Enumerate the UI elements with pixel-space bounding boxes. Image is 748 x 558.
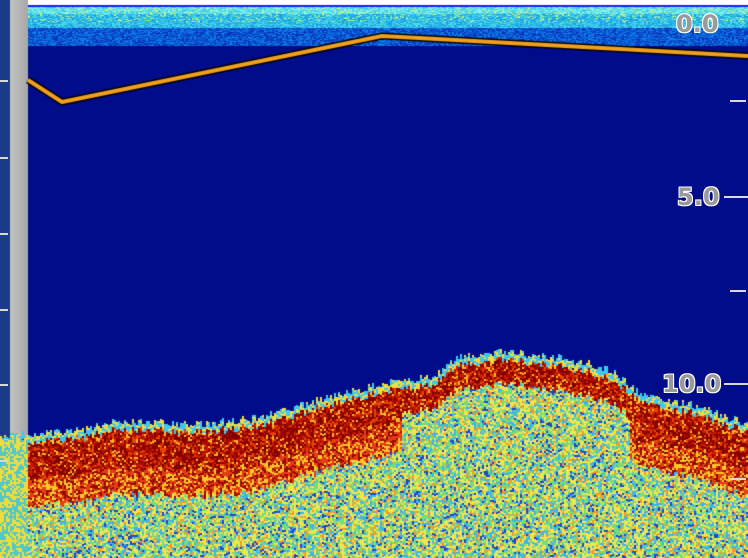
left-tick (0, 80, 8, 82)
depth-tick (730, 100, 746, 102)
depth-label-10: 10.0 (662, 370, 722, 398)
left-tick (0, 157, 8, 159)
left-tick (0, 309, 8, 311)
depth-label-5: 5.0 (677, 183, 720, 211)
left-tick (0, 233, 8, 235)
depth-tick (730, 290, 746, 292)
depth-tick (730, 478, 746, 480)
left-tick (0, 384, 8, 386)
depth-tick (724, 383, 748, 385)
depth-label-0: 0.0 (676, 10, 719, 38)
left-tick (0, 460, 8, 462)
depth-tick (724, 196, 748, 198)
